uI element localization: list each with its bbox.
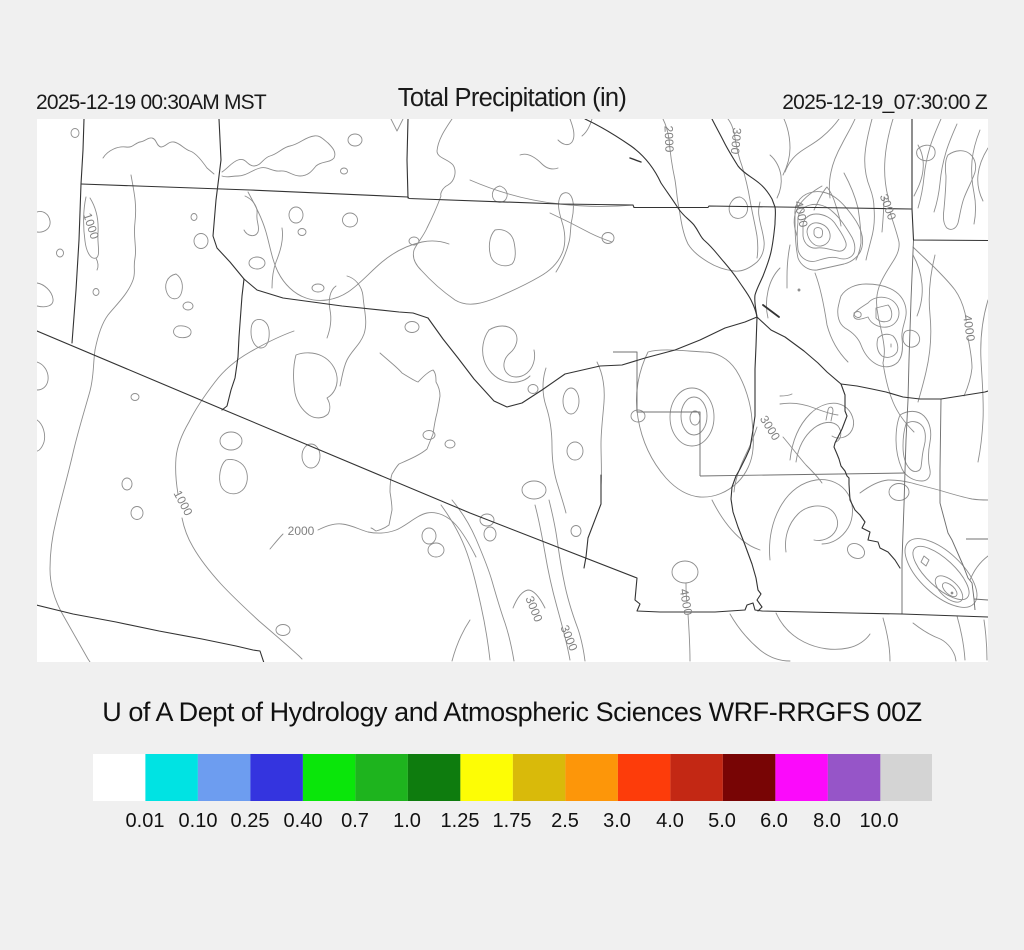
- svg-text:4000: 4000: [677, 588, 695, 617]
- svg-text:4000: 4000: [960, 314, 978, 343]
- svg-text:2000: 2000: [288, 524, 315, 538]
- svg-text:4000: 4000: [791, 199, 810, 228]
- svg-text:2000: 2000: [662, 125, 677, 152]
- svg-text:3000: 3000: [728, 127, 744, 155]
